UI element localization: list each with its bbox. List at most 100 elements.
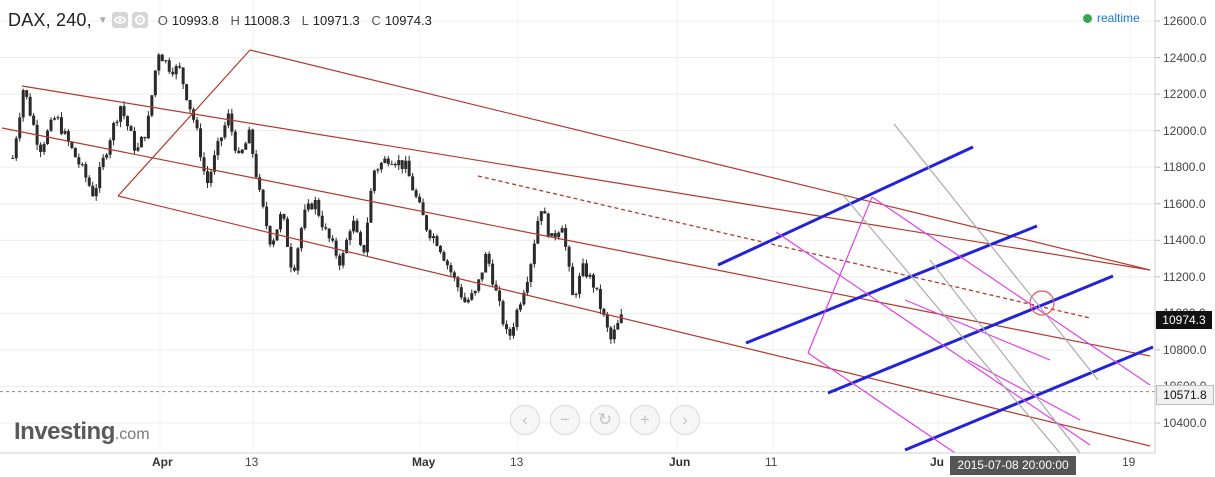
visibility-icon[interactable] <box>111 12 128 28</box>
logo-suffix: .com <box>114 426 150 443</box>
candle-body <box>268 226 272 245</box>
candle-body <box>112 122 116 141</box>
candle-body <box>564 228 568 247</box>
chevron-left-icon[interactable]: ‹ <box>510 405 540 435</box>
price-candles <box>11 53 623 344</box>
price-tick-label: 12400.0 <box>1163 50 1207 65</box>
candle-body <box>473 290 477 294</box>
candle-body <box>139 136 143 148</box>
candle-body <box>258 177 262 190</box>
candle-body <box>119 106 123 122</box>
price-tick-label: 12000.0 <box>1163 123 1207 138</box>
candle-body <box>317 199 321 216</box>
candle-body <box>122 106 126 117</box>
candle-body <box>546 213 550 237</box>
candle-body <box>539 211 543 221</box>
candle-body <box>616 323 620 330</box>
reset-icon[interactable]: ↻ <box>590 405 620 435</box>
candle-body <box>216 141 220 156</box>
candle-body <box>63 131 67 134</box>
zoom-out-icon[interactable]: − <box>550 405 580 435</box>
candle-body <box>313 199 317 210</box>
candle-body <box>195 119 199 129</box>
gray-fan-2 <box>842 194 1061 454</box>
candle-body <box>303 209 307 229</box>
candle-body <box>94 188 98 197</box>
candle-body <box>240 149 244 153</box>
candle-body <box>244 143 248 150</box>
candle-body <box>247 129 251 144</box>
candle-body <box>585 263 589 277</box>
high-value: 11008.3 <box>243 12 290 28</box>
candle-body <box>581 263 585 277</box>
candle-body <box>21 90 25 118</box>
settings-icon[interactable] <box>131 12 148 28</box>
brown-channel-lower <box>117 195 1151 447</box>
candle-body <box>550 233 554 237</box>
candle-body <box>132 130 136 151</box>
candle-body <box>160 54 164 62</box>
candle-body <box>292 267 296 271</box>
candle-body <box>310 203 314 210</box>
candle-body <box>14 138 18 159</box>
candle-body <box>185 84 189 100</box>
brown-channel-top-ext <box>249 49 1151 271</box>
chevron-right-icon[interactable]: › <box>670 405 700 435</box>
candle-body <box>212 155 216 172</box>
pitchfork-lower <box>807 352 956 454</box>
candle-body <box>233 131 237 151</box>
candle-body <box>77 157 81 165</box>
candle-body <box>334 240 338 256</box>
low-value: 10971.3 <box>312 12 360 28</box>
candle-body <box>171 71 175 75</box>
candle-body <box>279 214 283 230</box>
candle-body <box>105 154 109 158</box>
candle-body <box>251 129 255 154</box>
pitchfork-upper <box>871 196 1151 386</box>
low-key: L <box>301 12 309 28</box>
realtime-status: realtime <box>1083 11 1140 25</box>
live-dot-icon <box>1083 13 1092 23</box>
close-key: C <box>371 12 381 28</box>
candle-body <box>320 215 324 228</box>
candle-body <box>598 288 602 309</box>
price-tick-label: 11800.0 <box>1163 160 1206 175</box>
candle-body <box>407 160 411 177</box>
trendline-drawings <box>1 49 1154 454</box>
candle-body <box>432 236 436 239</box>
pitchfork-inner <box>904 299 1051 361</box>
candle-body <box>411 176 415 191</box>
candle-body <box>383 158 387 163</box>
candle-body <box>505 324 509 330</box>
candle-body <box>299 228 303 249</box>
close-value: 10974.3 <box>384 12 432 28</box>
candle-body <box>265 206 269 227</box>
candle-body <box>491 263 495 285</box>
candle-body <box>369 190 373 223</box>
zoom-in-icon[interactable]: + <box>630 405 660 435</box>
time-tick-label: 13 <box>245 455 259 469</box>
candle-body <box>498 290 502 302</box>
candle-body <box>261 189 265 207</box>
candle-body <box>32 115 36 125</box>
candle-body <box>219 137 223 142</box>
candle-body <box>126 116 130 127</box>
open-key: O <box>157 12 168 28</box>
candle-body <box>529 264 533 282</box>
price-tick-label: 11600.0 <box>1163 196 1206 211</box>
candle-body <box>25 90 29 97</box>
candle-body <box>167 60 171 72</box>
symbol-dropdown-icon[interactable]: ▼ <box>97 14 108 26</box>
investing-logo: Investing.com <box>14 418 150 446</box>
candle-body <box>181 67 185 85</box>
candle-body <box>532 243 536 265</box>
candle-body <box>602 308 606 315</box>
grid-lines <box>0 0 1160 453</box>
candle-body <box>372 170 376 191</box>
symbol-title[interactable]: DAX, 240, <box>8 9 92 30</box>
candle-body <box>463 297 467 303</box>
candle-body <box>39 144 43 152</box>
candle-body <box>418 196 422 203</box>
candle-body <box>70 141 74 148</box>
candle-body <box>536 220 540 244</box>
